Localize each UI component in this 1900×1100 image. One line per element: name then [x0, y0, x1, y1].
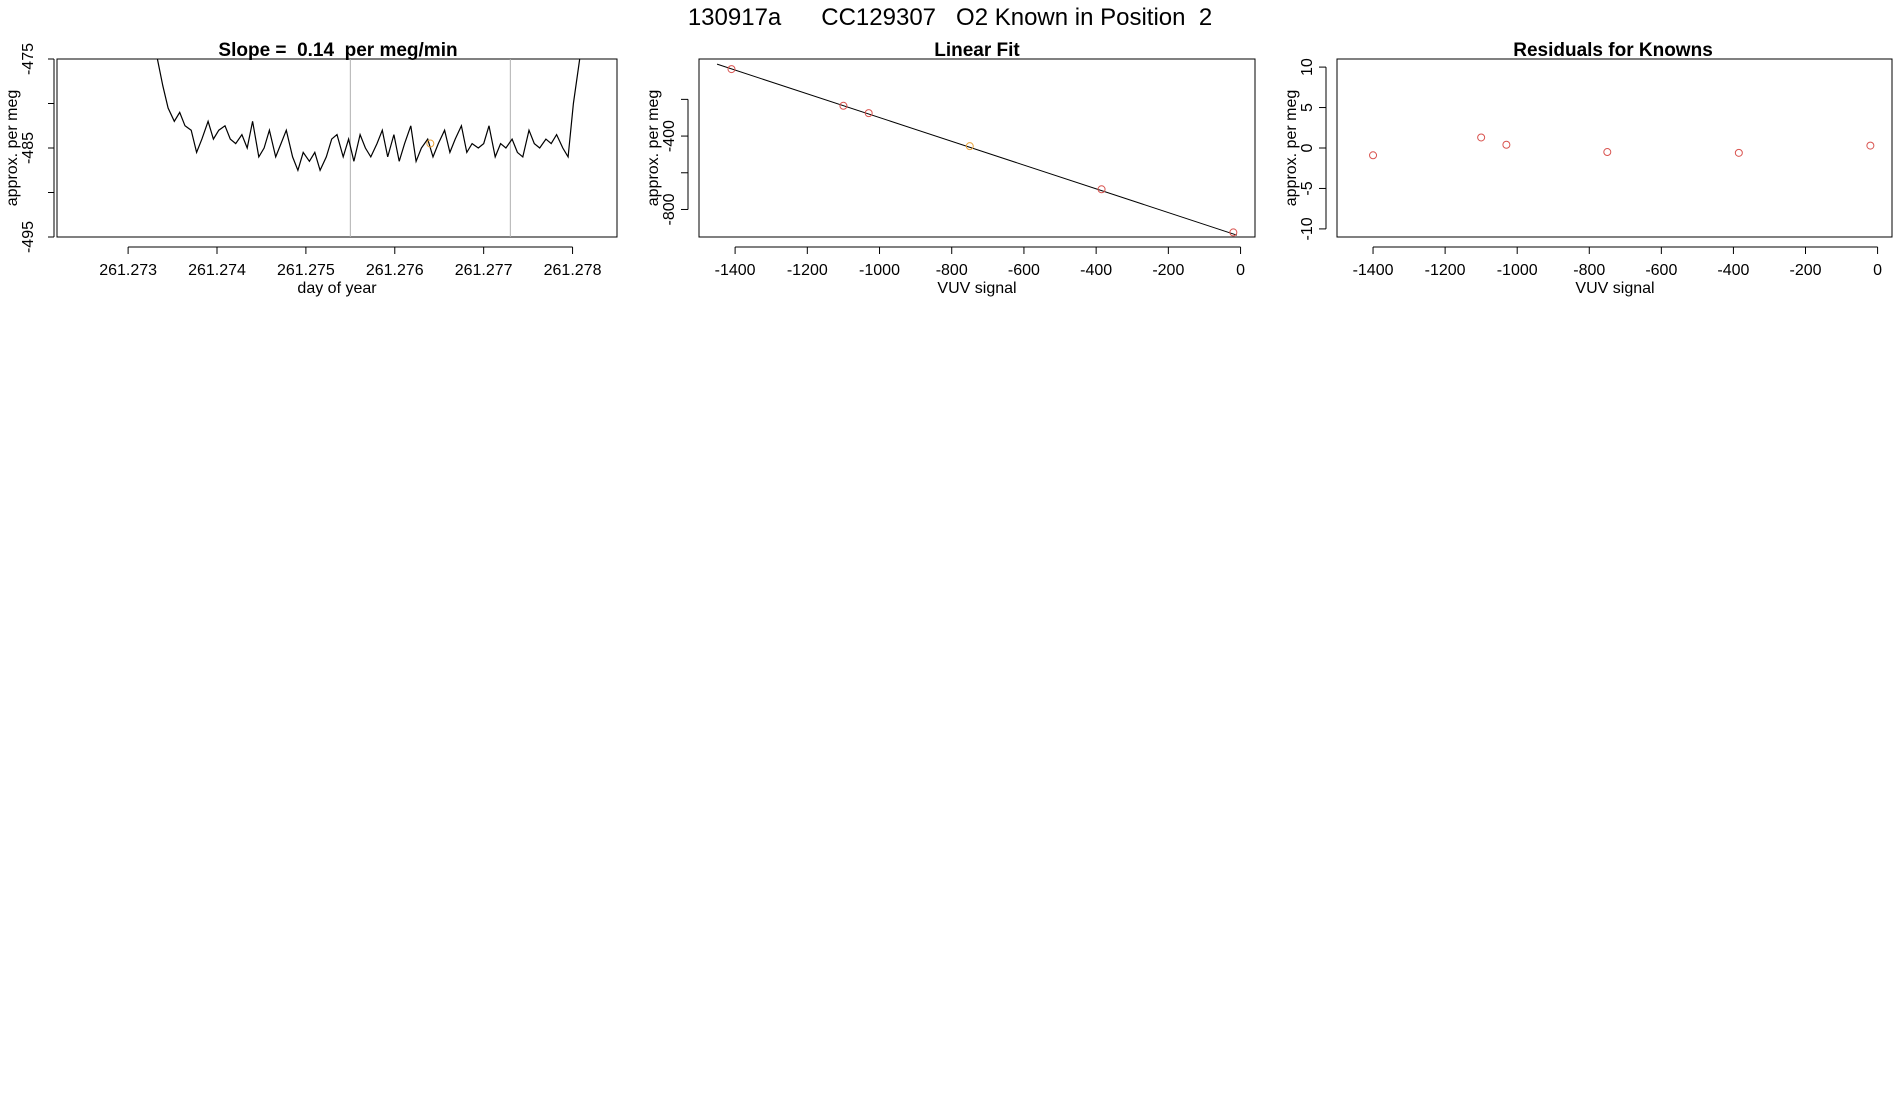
y-tick-label: 5	[1299, 103, 1316, 112]
points-layer	[426, 139, 435, 148]
data-point	[1477, 133, 1486, 142]
y-axis: 10 5 0 -5 -10	[1299, 58, 1327, 240]
x-tick-label: -1200	[1425, 262, 1466, 279]
data-point	[839, 101, 848, 110]
x-tick-label: 261.277	[455, 262, 513, 279]
x-axis-label: day of year	[297, 280, 377, 297]
panel-title: Linear Fit	[934, 40, 1020, 61]
panel-time-series: Slope = 0.14 per meg/min 261.273 261.274 2…	[4, 40, 618, 297]
data-point	[1502, 140, 1511, 149]
y-axis: -400 -800	[661, 98, 689, 225]
x-tick-label: -200	[1152, 262, 1184, 279]
x-tick-label: -600	[1645, 262, 1677, 279]
y-tick-label: -475	[20, 43, 37, 75]
plot-frame	[56, 58, 618, 238]
x-tick-label: -200	[1789, 262, 1821, 279]
y-tick-label: -495	[20, 221, 37, 253]
x-tick-label: -400	[1717, 262, 1749, 279]
x-axis: -1400 -1200 -1000 -800 -600 -400 -200 0	[715, 246, 1245, 279]
x-tick-label: -800	[936, 262, 968, 279]
fit-line	[716, 63, 1238, 236]
points-layer	[1369, 133, 1875, 160]
y-tick-label: -800	[661, 193, 678, 225]
data-point	[1734, 148, 1743, 157]
data-point	[965, 142, 974, 151]
points-layer	[727, 65, 1238, 237]
x-tick-label: -400	[1080, 262, 1112, 279]
data-point	[864, 109, 873, 118]
data-point	[727, 65, 736, 74]
x-axis-label: VUV signal	[1575, 280, 1654, 297]
highlight-point	[426, 139, 435, 148]
plot-frame	[1336, 58, 1893, 238]
x-axis-label: VUV signal	[937, 280, 1016, 297]
panel-residuals: Residuals for Knowns -1400 -1200 -1000 -800…	[1283, 40, 1893, 297]
x-tick-label: 261.276	[366, 262, 424, 279]
y-tick-label: -5	[1299, 181, 1316, 195]
x-axis: 261.273 261.274 261.275 261.276 261.277 261.2…	[99, 246, 602, 279]
series-layer	[156, 59, 581, 173]
x-tick-label: -1200	[787, 262, 828, 279]
x-tick-label: 0	[1873, 262, 1882, 279]
data-point	[1866, 141, 1875, 150]
x-tick-label: 261.275	[277, 262, 335, 279]
x-tick-label: 0	[1236, 262, 1245, 279]
x-tick-label: 261.278	[544, 262, 602, 279]
y-axis-label: approx. per meg	[1283, 90, 1300, 207]
panel-linear-fit: Linear Fit -1400 -1200 -1000 -800 -600 -400 -2…	[645, 40, 1256, 297]
x-tick-label: -1400	[1353, 262, 1394, 279]
y-axis-label: approx. per meg	[645, 90, 662, 207]
y-tick-label: -485	[20, 132, 37, 164]
x-axis: -1400 -1200 -1000 -800 -600 -400 -200 0	[1353, 246, 1882, 279]
x-tick-label: -800	[1573, 262, 1605, 279]
series-line	[156, 59, 581, 173]
x-tick-label: -1000	[859, 262, 900, 279]
y-tick-label: 10	[1299, 58, 1316, 76]
plot-frame	[698, 58, 1256, 238]
panel-title: Residuals for Knowns	[1513, 40, 1713, 61]
y-tick-label: -400	[661, 120, 678, 152]
x-tick-label: -600	[1008, 262, 1040, 279]
y-tick-label: 0	[1299, 143, 1316, 152]
panel-title: Slope = 0.14 per meg/min	[218, 40, 457, 61]
data-point	[1229, 228, 1238, 237]
x-tick-label: -1400	[715, 262, 756, 279]
data-point	[1369, 151, 1378, 160]
x-tick-label: 261.273	[99, 262, 157, 279]
y-tick-label: -10	[1299, 217, 1316, 240]
figure-title: 130917a CC129307 O2 Known in Position 2	[688, 4, 1212, 31]
y-axis: -475 -485 -495	[20, 43, 55, 253]
x-tick-label: 261.274	[188, 262, 246, 279]
data-point	[1097, 185, 1106, 194]
x-tick-label: -1000	[1497, 262, 1538, 279]
y-axis-label: approx. per meg	[4, 90, 21, 207]
fit-line-layer	[716, 63, 1238, 236]
data-point	[1603, 148, 1612, 157]
